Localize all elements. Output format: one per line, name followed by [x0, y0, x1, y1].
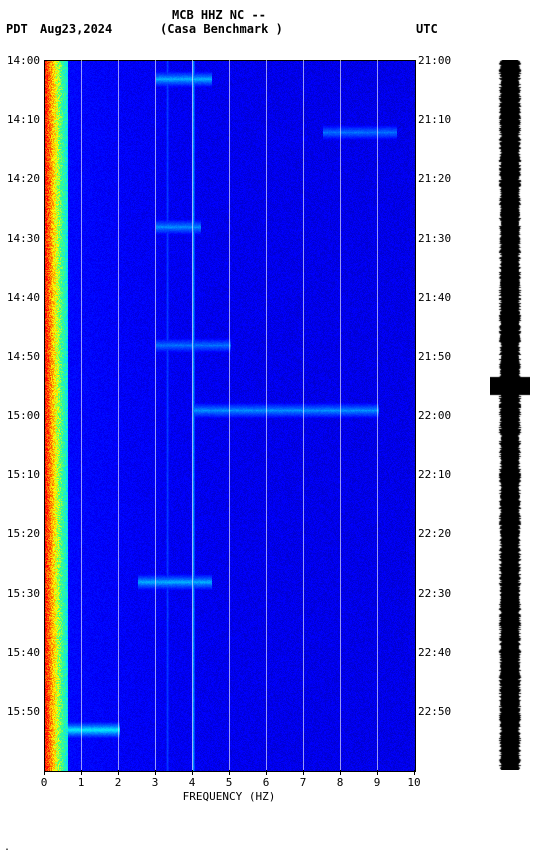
- xtick-label: 5: [226, 776, 233, 789]
- header: PDT Aug23,2024 MCB HHZ NC -- (Casa Bench…: [0, 0, 552, 40]
- ytick-left: 14:50: [7, 350, 40, 363]
- ytick-left: 15:10: [7, 468, 40, 481]
- ytick-right: 21:50: [418, 350, 451, 363]
- xtick-label: 1: [78, 776, 85, 789]
- ytick-right: 22:50: [418, 705, 451, 718]
- waveform-canvas: [490, 60, 530, 770]
- spectrogram-canvas: [44, 60, 416, 772]
- site-label: (Casa Benchmark ): [160, 22, 283, 36]
- ytick-left: 15:20: [7, 527, 40, 540]
- xtick-label: 8: [337, 776, 344, 789]
- ytick-left: 15:30: [7, 587, 40, 600]
- xtick-label: 2: [115, 776, 122, 789]
- xtick-label: 0: [41, 776, 48, 789]
- station-label: MCB HHZ NC --: [172, 8, 266, 22]
- xtick-label: 6: [263, 776, 270, 789]
- xtick-label: 10: [407, 776, 420, 789]
- ytick-left: 14:40: [7, 291, 40, 304]
- xtick-label: 7: [300, 776, 307, 789]
- ytick-left: 14:20: [7, 172, 40, 185]
- ytick-right: 22:40: [418, 646, 451, 659]
- xtick-label: 3: [152, 776, 159, 789]
- ytick-left: 14:30: [7, 232, 40, 245]
- waveform-strip: [490, 60, 530, 770]
- ytick-right: 21:00: [418, 54, 451, 67]
- ytick-right: 22:30: [418, 587, 451, 600]
- ytick-right: 22:00: [418, 409, 451, 422]
- yaxis-right: 21:0021:1021:2021:3021:4021:5022:0022:10…: [414, 60, 460, 770]
- ytick-right: 22:10: [418, 468, 451, 481]
- xaxis-label: FREQUENCY (HZ): [44, 790, 414, 803]
- ytick-right: 21:40: [418, 291, 451, 304]
- xtick-label: 4: [189, 776, 196, 789]
- xaxis: FREQUENCY (HZ) 012345678910: [44, 770, 414, 810]
- ytick-left: 14:10: [7, 113, 40, 126]
- yaxis-left: 14:0014:1014:2014:3014:4014:5015:0015:10…: [0, 60, 44, 770]
- ytick-right: 22:20: [418, 527, 451, 540]
- ytick-right: 21:10: [418, 113, 451, 126]
- ytick-right: 21:20: [418, 172, 451, 185]
- spectrogram-plot: [44, 60, 414, 770]
- ytick-right: 21:30: [418, 232, 451, 245]
- xtick-label: 9: [374, 776, 381, 789]
- pdt-label: PDT: [6, 22, 28, 36]
- utc-label: UTC: [416, 22, 438, 36]
- date-label: Aug23,2024: [40, 22, 112, 36]
- ytick-left: 15:00: [7, 409, 40, 422]
- ytick-left: 15:40: [7, 646, 40, 659]
- ytick-left: 15:50: [7, 705, 40, 718]
- ytick-left: 14:00: [7, 54, 40, 67]
- corner-mark: .: [4, 842, 10, 853]
